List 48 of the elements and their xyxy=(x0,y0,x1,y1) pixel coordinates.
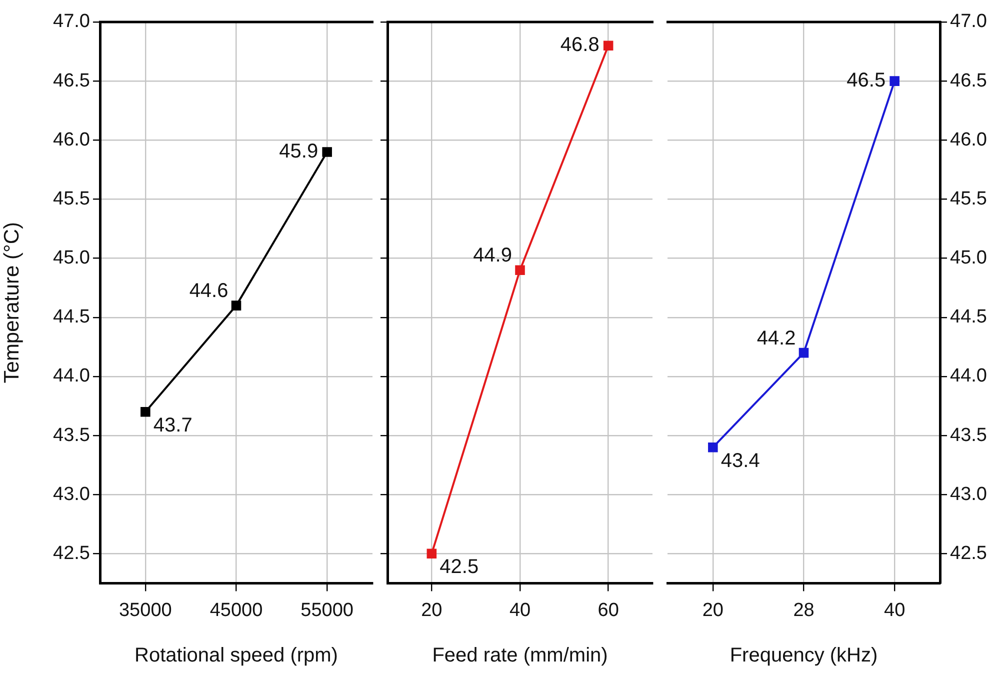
y-tick-label: 42.5 xyxy=(53,542,90,564)
y-tick-label: 44.5 xyxy=(53,306,90,328)
y2-tick-label: 42.5 xyxy=(950,542,987,564)
x-tick-label: 60 xyxy=(598,600,619,621)
data-label: 42.5 xyxy=(440,556,479,578)
x-axis-title: Frequency (kHz) xyxy=(730,644,878,667)
y2-tick-label: 43.5 xyxy=(950,424,987,446)
x-tick-label: 40 xyxy=(884,600,906,621)
point xyxy=(798,348,809,358)
data-label: 44.9 xyxy=(473,244,512,267)
y-tick-label: 46.0 xyxy=(53,129,90,150)
y-tick-label: 45.0 xyxy=(53,248,90,269)
y-axis-title: Temperature (°C) xyxy=(0,222,24,384)
data-label: 43.4 xyxy=(720,450,760,472)
x-tick-label: 55000 xyxy=(300,600,354,621)
y-tick-label: 43.0 xyxy=(53,484,90,505)
y-tick-label: 46.5 xyxy=(53,70,90,92)
y2-tick-label: 44.0 xyxy=(950,366,987,387)
point xyxy=(890,76,900,86)
y2-tick-label: 45.0 xyxy=(950,248,987,269)
y2-tick-label: 46.0 xyxy=(950,129,987,150)
y-tick-label: 44.0 xyxy=(53,366,90,387)
point xyxy=(708,442,718,452)
y2-tick-label: 45.5 xyxy=(950,188,987,210)
x-tick-label: 35000 xyxy=(118,600,172,621)
data-label: 44.6 xyxy=(189,280,228,302)
point xyxy=(140,406,150,417)
y2-tick-label: 47.0 xyxy=(950,11,987,32)
point xyxy=(322,147,332,157)
x-tick-label: 28 xyxy=(793,600,814,621)
x-axis-title: Rotational speed (rpm) xyxy=(134,644,338,667)
x-tick-label: 45000 xyxy=(210,600,263,621)
point xyxy=(231,300,242,310)
data-label: 44.2 xyxy=(756,327,796,350)
y-tick-label: 43.5 xyxy=(53,424,90,446)
x-tick-label: 20 xyxy=(702,600,724,621)
x-tick-label: 20 xyxy=(421,600,442,621)
x-axis-title: Feed rate (mm/min) xyxy=(432,644,608,667)
data-label: 43.7 xyxy=(153,414,192,436)
data-label: 46.8 xyxy=(560,34,600,56)
data-label: 46.5 xyxy=(846,70,886,92)
y2-tick-label: 43.0 xyxy=(950,484,987,505)
x-tick-label: 40 xyxy=(509,600,531,621)
y2-tick-label: 46.5 xyxy=(950,70,987,92)
y2-tick-label: 44.5 xyxy=(950,306,987,328)
data-label: 45.9 xyxy=(279,140,318,162)
y-tick-label: 45.5 xyxy=(53,188,90,210)
y-tick-label: 47.0 xyxy=(53,11,90,32)
